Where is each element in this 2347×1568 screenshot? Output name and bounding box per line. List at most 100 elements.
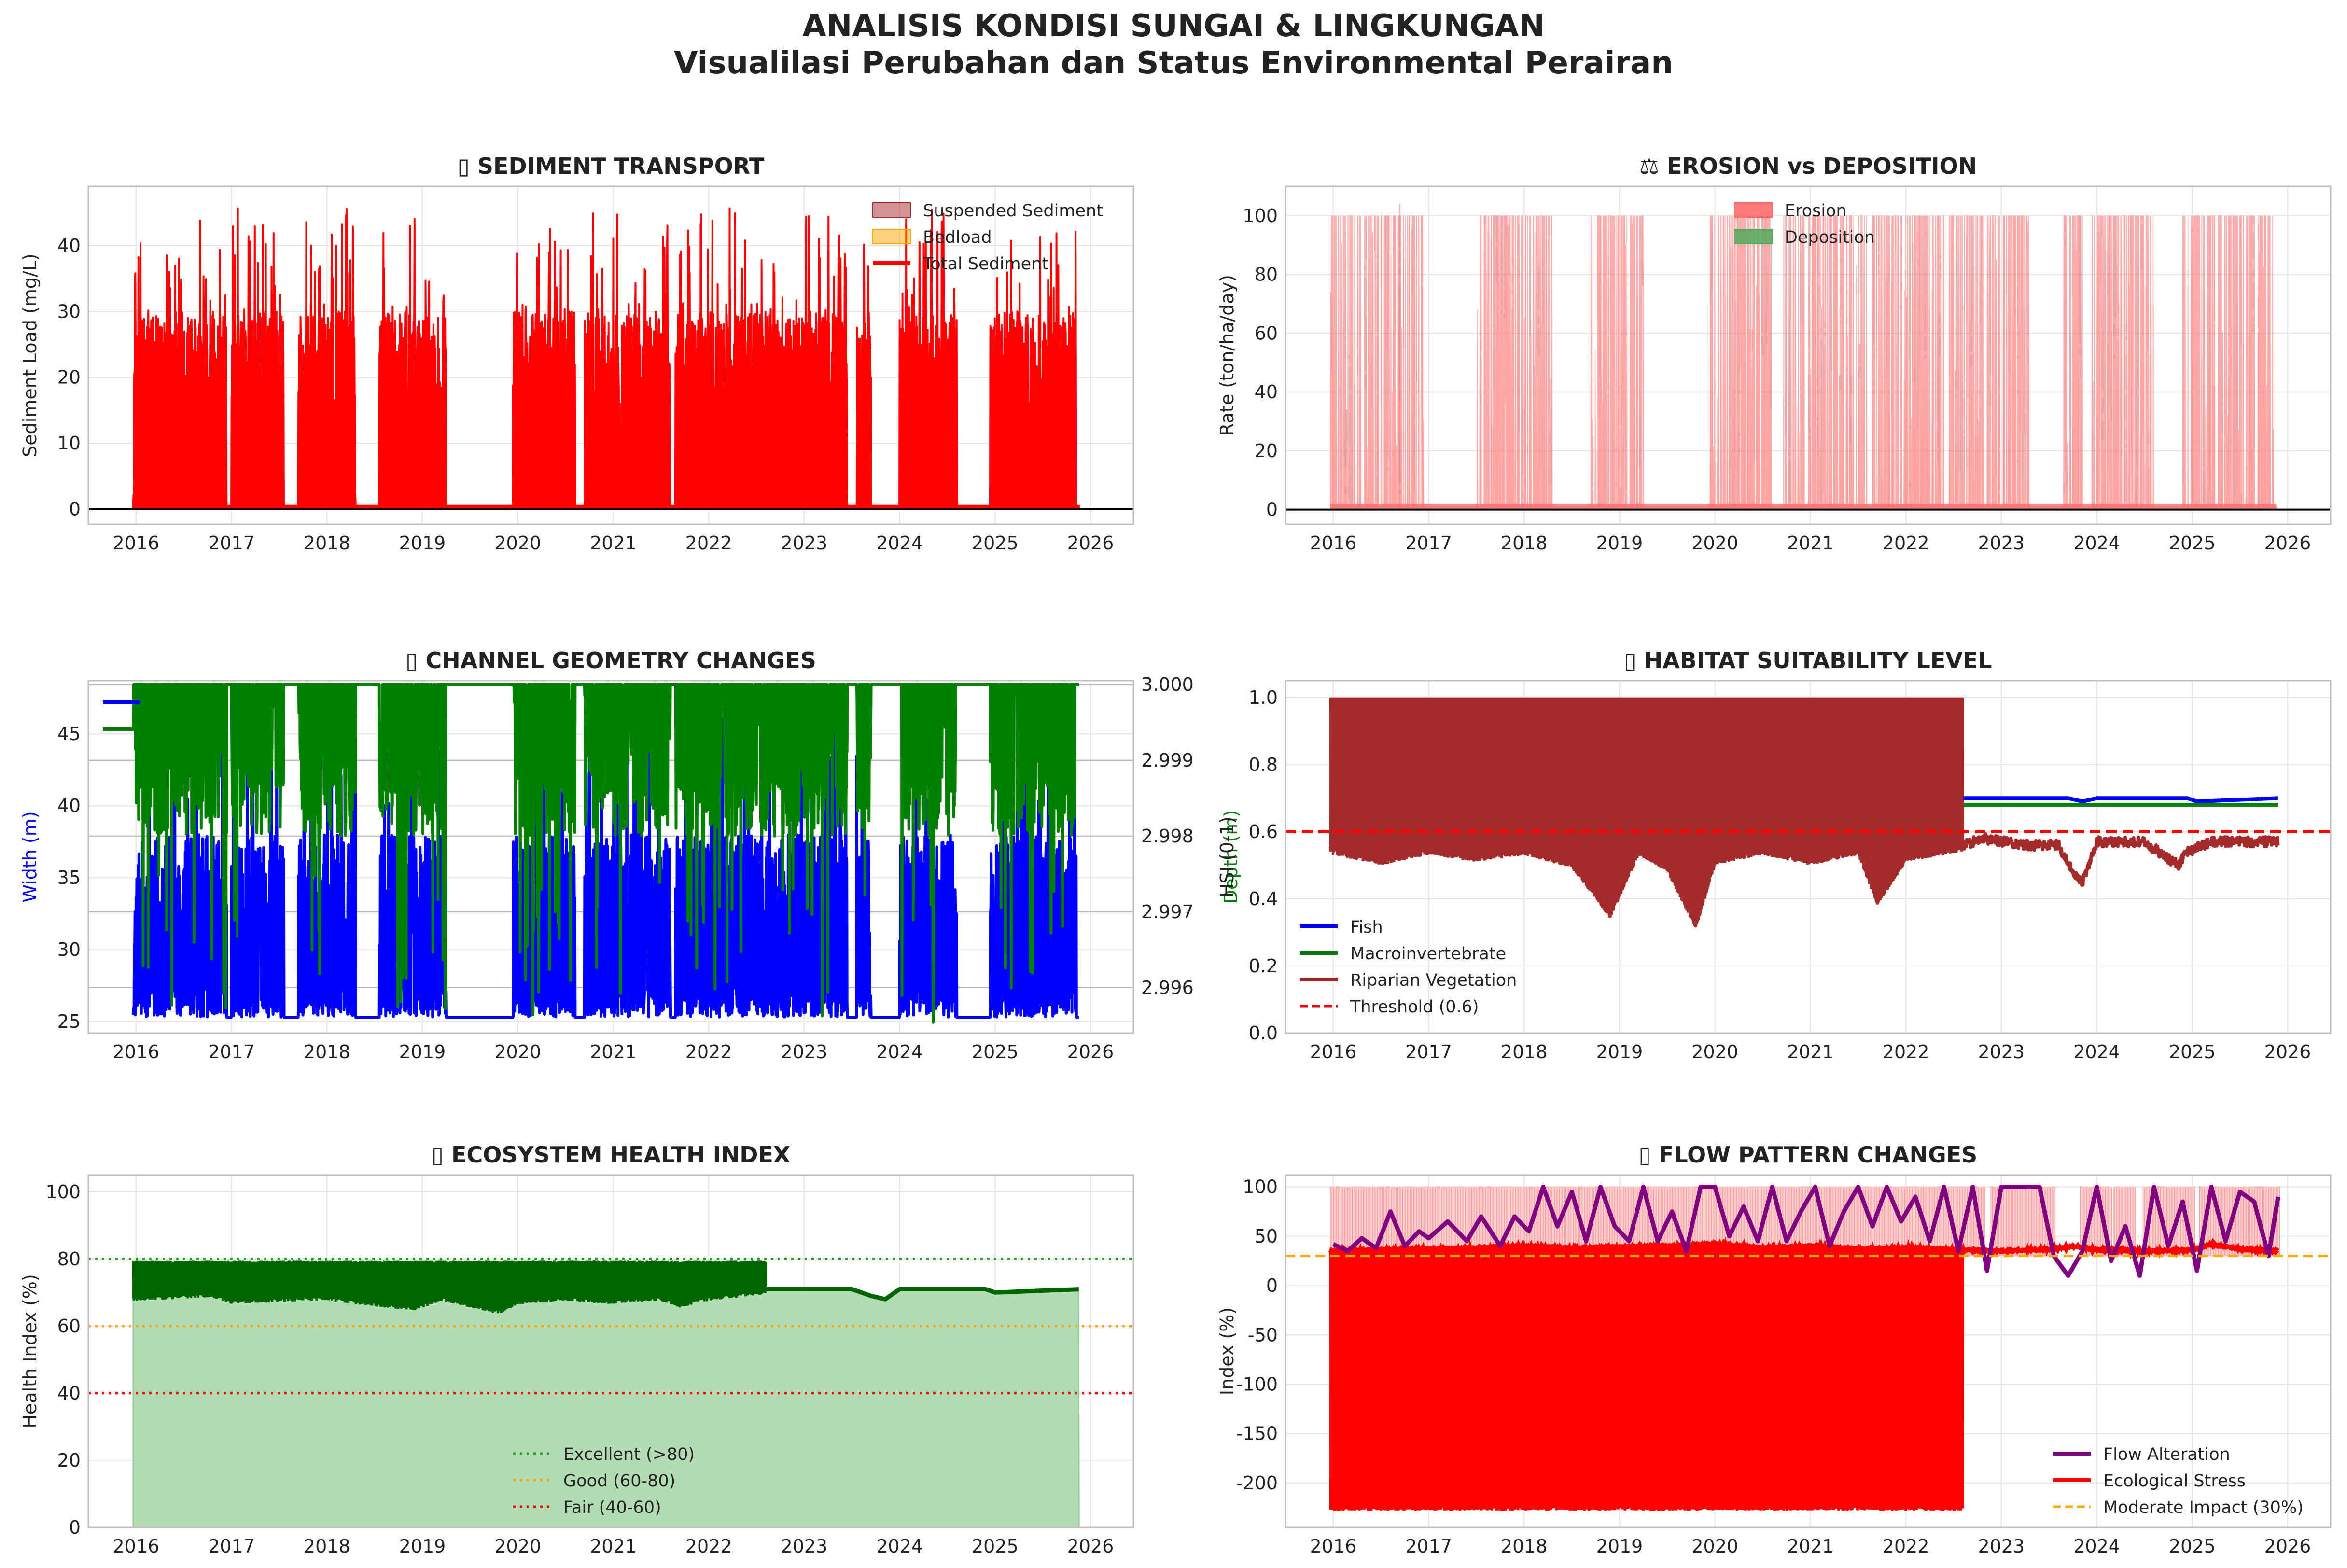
x-tick-label: 2019 [1596, 532, 1643, 554]
riparian-envelope [1329, 697, 1964, 926]
x-tick-label: 2016 [1310, 1536, 1356, 1557]
x-tick-label: 2016 [112, 532, 159, 554]
x-tick-label: 2026 [1067, 1041, 1114, 1063]
panel-flow: 2016 2017 2018 2019 2020 2021 2022 2023 2024 2025… [1216, 1142, 2332, 1557]
x-tick-label: 2026 [2264, 1041, 2311, 1063]
y-tick-label: 100 [1243, 205, 1278, 226]
figure-subtitle: Visualilasi Perubahan dan Status Environ… [674, 45, 1673, 81]
y-axis-label: Health Index (%) [19, 1274, 41, 1428]
x-tick-label: 2024 [2073, 1536, 2120, 1557]
x-tick-label: 2025 [972, 1041, 1019, 1063]
y-tick-label: 0.8 [1249, 754, 1278, 775]
x-tick-label: 2026 [2264, 1536, 2311, 1557]
legend-label: Erosion [1785, 201, 1847, 221]
y-tick-label: 100 [1243, 1176, 1278, 1198]
x-tick-label: 2017 [1405, 1041, 1452, 1063]
axes-frame [87, 680, 1134, 1034]
panel-habitat: 2016 2017 2018 2019 2020 2021 2022 2023 2024 2025… [1216, 647, 2332, 1063]
right-tick-label: 2.996 [1141, 977, 1194, 998]
x-tick-label: 2022 [1883, 532, 1929, 554]
legend-label: Moderate Impact (30%) [2103, 1498, 2304, 1517]
x-tick-label: 2025 [2169, 1536, 2216, 1557]
plot-area [1285, 697, 2331, 928]
x-tick-label: 2020 [1691, 532, 1738, 554]
y-axis-label: HSI (0-1) [1216, 816, 1238, 897]
x-tick-label: 2019 [1596, 1536, 1643, 1557]
x-tick-label: 2022 [685, 1536, 732, 1557]
axes-frame [87, 185, 1134, 525]
legend-label: Total Sediment [922, 254, 1048, 274]
panel-erosion: 2016 2017 2018 2019 2020 2021 2022 2023 2024 2025… [1216, 153, 2332, 554]
x-tick-label: 2016 [112, 1041, 159, 1063]
total-sediment-line [132, 207, 1080, 510]
health-line [131, 1287, 1081, 1312]
x-tick-label: 2024 [876, 1536, 923, 1557]
x-tick-label: 2025 [2169, 1041, 2216, 1063]
x-tick-label: 2021 [590, 1536, 637, 1557]
panel-sediment: 2016 2017 2018 2019 2020 2021 2022 2023 2024 2025… [19, 153, 1134, 554]
y-tick-label: 40 [57, 1383, 81, 1404]
y-axis-label: Sediment Load (mg/L) [19, 253, 41, 457]
legend: Excellent (>80) Good (60-80) Fair (40-60) [513, 1445, 695, 1517]
right-tick-label: 2.999 [1141, 750, 1194, 771]
y-tick-label: -100 [1236, 1374, 1278, 1395]
x-tick-label: 2024 [876, 532, 923, 554]
x-tick-label: 2026 [1067, 532, 1114, 554]
right-tick-label: 2.997 [1141, 901, 1194, 923]
x-tick-label: 2019 [399, 1536, 446, 1557]
stress-line [1328, 1236, 2279, 1260]
y-axis-label: Width (m) [19, 811, 41, 902]
x-tick-label: 2023 [781, 532, 828, 554]
legend-swatch [872, 202, 911, 218]
x-tick-label: 2016 [1310, 1041, 1356, 1063]
legend-swatch [1734, 229, 1773, 244]
x-tick-label: 2021 [1787, 1536, 1834, 1557]
x-tick-label: 2020 [494, 532, 541, 554]
flow-alteration-line [1332, 1185, 2280, 1278]
x-tick-label: 2018 [1501, 532, 1548, 554]
x-tick-label: 2020 [1691, 1536, 1738, 1557]
legend-label: Suspended Sediment [923, 201, 1103, 221]
y-tick-label: 30 [57, 301, 81, 322]
health-area [132, 1288, 1080, 1527]
y-tick-label: 60 [1255, 322, 1278, 344]
x-tick-label: 2020 [1691, 1041, 1738, 1063]
x-tick-label: 2017 [208, 1041, 255, 1063]
chart-title: ▯ SEDIMENT TRANSPORT [458, 153, 765, 179]
health-envelope [132, 1260, 767, 1314]
y-tick-label: 100 [45, 1181, 81, 1203]
x-tick-label: 2023 [781, 1536, 828, 1557]
y-tick-label: 20 [1255, 440, 1278, 462]
x-tick-label: 2018 [304, 1536, 350, 1557]
legend-swatch [1734, 202, 1773, 218]
x-tick-label: 2021 [1787, 1041, 1834, 1063]
legend: Erosion Deposition [1734, 201, 1875, 247]
panel-geometry: 2016 2017 2018 2019 2020 2021 2022 2023 2024 2025… [19, 647, 1242, 1063]
y-tick-label: 30 [57, 939, 81, 960]
x-tick-label: 2023 [781, 1041, 828, 1063]
plot-area [88, 683, 1133, 1024]
x-tick-label: 2016 [112, 1536, 159, 1557]
legend-label: Fish [1350, 918, 1383, 937]
chart-title: ▯ FLOW PATTERN CHANGES [1639, 1142, 1978, 1168]
x-tick-label: 2023 [1978, 1536, 2025, 1557]
x-tick-label: 2021 [590, 532, 637, 554]
y-tick-label: 0.0 [1249, 1022, 1278, 1044]
x-tick-label: 2022 [1883, 1041, 1929, 1063]
x-tick-label: 2022 [685, 1041, 732, 1063]
x-tick-label: 2017 [1405, 1536, 1452, 1557]
x-tick-label: 2024 [2073, 1041, 2120, 1063]
x-tick-label: 2026 [2264, 532, 2311, 554]
right-axis-label: Depth (m) [1220, 810, 1242, 904]
legend-label: Bedload [923, 228, 992, 247]
x-tick-label: 2020 [494, 1041, 541, 1063]
chart-title: ▯ HABITAT SUITABILITY LEVEL [1624, 647, 1992, 673]
panel-health: 2016 2017 2018 2019 2020 2021 2022 2023 2024 2025… [19, 1142, 1134, 1557]
axes-frame [87, 1174, 1134, 1528]
plot-area [1285, 1185, 2331, 1511]
y-axis-label: Index (%) [1216, 1307, 1238, 1395]
legend-label: Good (60-80) [563, 1471, 675, 1491]
y-tick-label: 50 [1255, 1226, 1278, 1247]
right-tick-label: 2.998 [1141, 826, 1194, 847]
legend-label: Ecological Stress [2103, 1471, 2246, 1491]
